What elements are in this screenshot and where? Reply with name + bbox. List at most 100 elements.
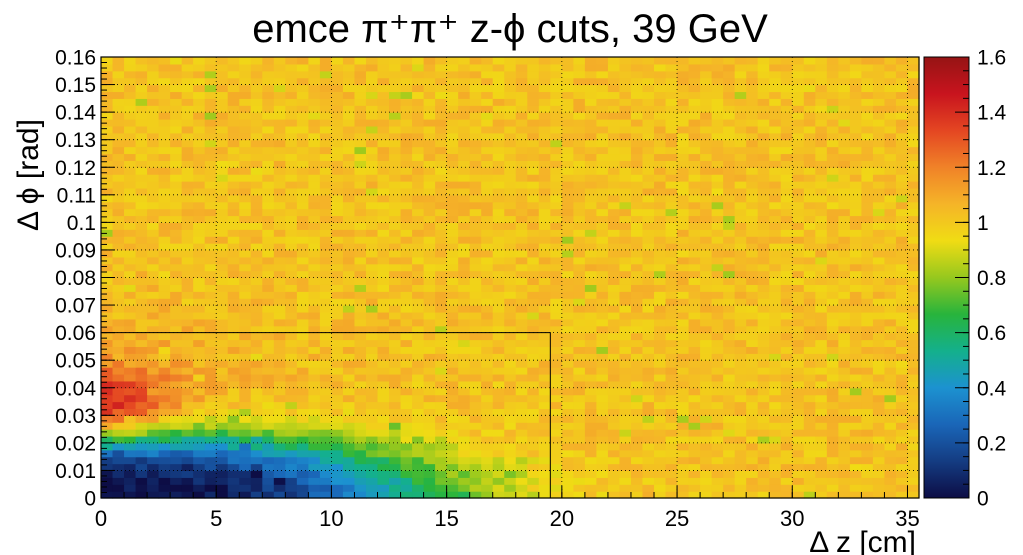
heatmap-cell [124, 181, 137, 189]
heatmap-cell [147, 112, 160, 120]
heatmap-cell [826, 477, 839, 485]
heatmap-cell [584, 160, 598, 168]
heatmap-cell [112, 277, 125, 285]
heatmap-cell [723, 243, 736, 251]
heatmap-cell [596, 84, 609, 93]
heatmap-cell [711, 291, 724, 299]
heatmap-cell [296, 456, 309, 465]
heatmap-cell [458, 449, 471, 458]
heatmap-cell [458, 422, 471, 430]
heatmap-cell [630, 291, 644, 299]
heatmap-cell [285, 298, 298, 306]
heatmap-cell [423, 484, 436, 492]
heatmap-cell [124, 298, 137, 306]
heatmap-cell [849, 435, 862, 444]
heatmap-cell [389, 277, 402, 285]
heatmap-cell [803, 77, 816, 86]
heatmap-cell [319, 456, 333, 465]
z-tick-label: 1.4 [977, 102, 1007, 125]
heatmap-cell [250, 367, 263, 375]
heatmap-cell [101, 429, 114, 437]
heatmap-cell [296, 380, 309, 389]
heatmap-cell [700, 442, 713, 451]
heatmap-cell [688, 208, 701, 217]
heatmap-cell [538, 491, 551, 499]
heatmap-cell [181, 298, 194, 306]
heatmap-cell [665, 91, 678, 99]
heatmap-cell [273, 119, 286, 127]
heatmap-cell [780, 435, 793, 444]
heatmap-cell [101, 470, 114, 478]
heatmap-cell [757, 346, 770, 354]
heatmap-cell [550, 284, 563, 292]
heatmap-cell [412, 208, 425, 217]
heatmap-cell [527, 477, 540, 485]
heatmap-cell [504, 415, 517, 423]
heatmap-cell [527, 98, 540, 106]
heatmap-cell [700, 208, 713, 217]
heatmap-cell [596, 311, 609, 320]
heatmap-cell [815, 139, 828, 148]
heatmap-cell [147, 305, 160, 313]
heatmap-cell [550, 318, 563, 327]
heatmap-cell [181, 174, 194, 182]
heatmap-cell [435, 270, 448, 279]
heatmap-cell [147, 146, 160, 155]
heatmap-cell [193, 360, 206, 368]
heatmap-cell [112, 153, 125, 161]
heatmap-cell [400, 435, 413, 444]
heatmap-cell [527, 353, 540, 361]
heatmap-cell [849, 380, 862, 389]
heatmap-cell [412, 346, 425, 354]
heatmap-cell [412, 491, 425, 499]
heatmap-cell [239, 91, 252, 99]
heatmap-cell [147, 284, 160, 292]
heatmap-cell [677, 194, 690, 203]
heatmap-cell [170, 201, 183, 210]
heatmap-cell [158, 174, 171, 182]
heatmap-cell [262, 387, 275, 396]
heatmap-cell [227, 125, 240, 134]
heatmap-cell [688, 435, 701, 444]
heatmap-cell [700, 291, 713, 299]
heatmap-cell [538, 146, 551, 155]
heatmap-cell [204, 243, 217, 251]
heatmap-cell [573, 373, 586, 382]
heatmap-cell [538, 263, 551, 272]
heatmap-cell [216, 401, 229, 410]
heatmap-cell [849, 387, 862, 396]
heatmap-cell [688, 139, 701, 148]
heatmap-cell [849, 249, 862, 258]
heatmap-cell [423, 346, 436, 354]
heatmap-cell [158, 291, 171, 299]
heatmap-cell [331, 477, 344, 485]
heatmap-cell [239, 401, 252, 410]
heatmap-cell [412, 401, 425, 410]
heatmap-cell [204, 105, 217, 113]
heatmap-cell [907, 305, 920, 313]
heatmap-cell [849, 236, 862, 244]
heatmap-cell [573, 236, 586, 244]
heatmap-cell [193, 277, 206, 285]
heatmap-cell [147, 132, 160, 141]
heatmap-cell [849, 311, 862, 320]
heatmap-cell [838, 270, 851, 279]
heatmap-cell [250, 215, 263, 223]
heatmap-cell [734, 77, 747, 86]
heatmap-cell [481, 298, 494, 306]
heatmap-cell [677, 139, 690, 148]
heatmap-cell [596, 408, 609, 416]
heatmap-cell [285, 132, 298, 141]
heatmap-cell [400, 291, 413, 299]
heatmap-cell [907, 256, 920, 265]
heatmap-cell [872, 105, 886, 113]
heatmap-cell [458, 160, 471, 168]
heatmap-cell [504, 442, 517, 451]
heatmap-cell [849, 201, 862, 210]
heatmap-cell [792, 408, 805, 416]
heatmap-cell [296, 256, 309, 265]
heatmap-cell [561, 84, 574, 93]
heatmap-cell [838, 360, 851, 368]
heatmap-cell [124, 387, 137, 396]
heatmap-cell [677, 146, 690, 155]
